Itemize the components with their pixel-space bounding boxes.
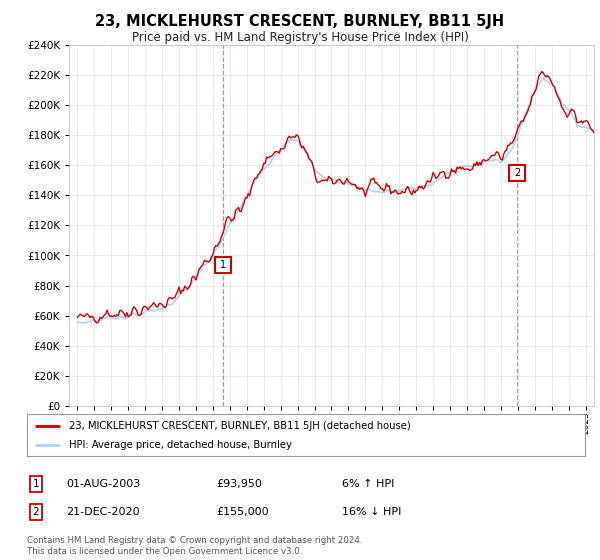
Text: 2: 2 — [514, 168, 520, 178]
Text: 16% ↓ HPI: 16% ↓ HPI — [342, 507, 401, 517]
Text: Price paid vs. HM Land Registry's House Price Index (HPI): Price paid vs. HM Land Registry's House … — [131, 31, 469, 44]
Text: 1: 1 — [32, 479, 40, 489]
Text: Contains HM Land Registry data © Crown copyright and database right 2024.
This d: Contains HM Land Registry data © Crown c… — [27, 536, 362, 556]
Text: £93,950: £93,950 — [216, 479, 262, 489]
Text: 23, MICKLEHURST CRESCENT, BURNLEY, BB11 5JH (detached house): 23, MICKLEHURST CRESCENT, BURNLEY, BB11 … — [69, 421, 410, 431]
Text: 2: 2 — [32, 507, 40, 517]
Text: 01-AUG-2003: 01-AUG-2003 — [66, 479, 140, 489]
Text: £155,000: £155,000 — [216, 507, 269, 517]
Text: 1: 1 — [220, 260, 226, 269]
Text: 23, MICKLEHURST CRESCENT, BURNLEY, BB11 5JH: 23, MICKLEHURST CRESCENT, BURNLEY, BB11 … — [95, 14, 505, 29]
Text: 21-DEC-2020: 21-DEC-2020 — [66, 507, 140, 517]
Text: 6% ↑ HPI: 6% ↑ HPI — [342, 479, 394, 489]
Text: HPI: Average price, detached house, Burnley: HPI: Average price, detached house, Burn… — [69, 440, 292, 450]
